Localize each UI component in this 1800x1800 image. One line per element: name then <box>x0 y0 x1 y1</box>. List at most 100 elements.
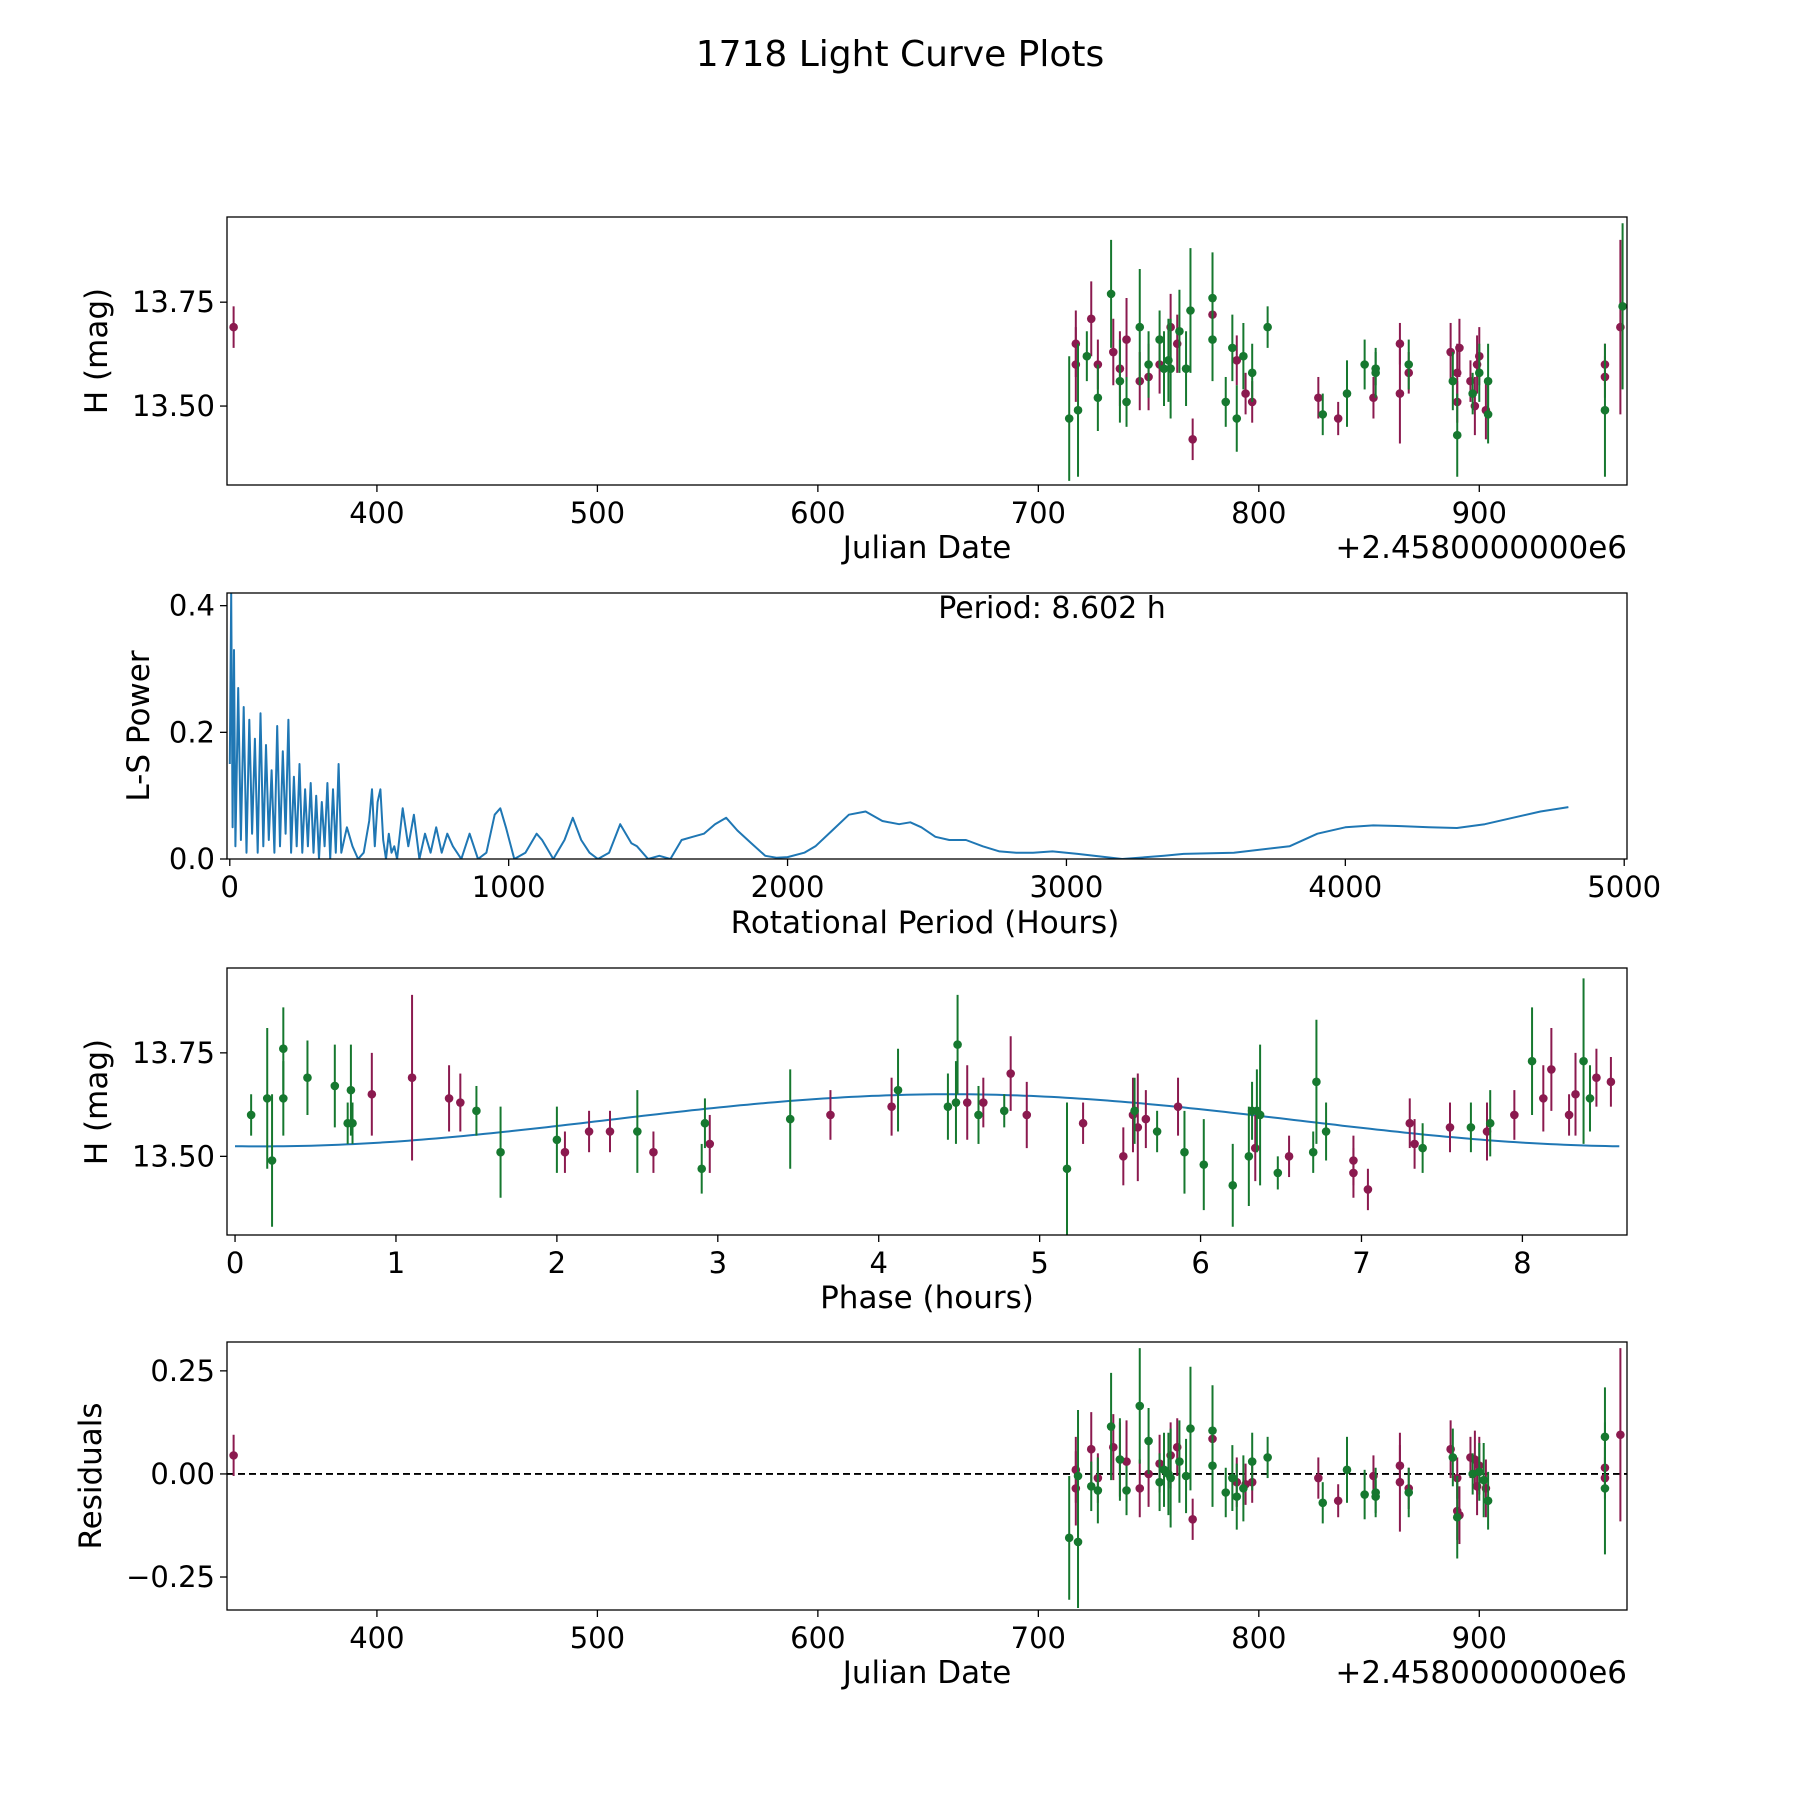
residuals-point <box>1115 1455 1125 1464</box>
raw-light-curve-point <box>1483 410 1493 419</box>
residuals-point <box>1064 1533 1074 1543</box>
raw-light-curve-xtick-label: 800 <box>1231 496 1286 530</box>
residuals-point <box>1208 1461 1217 1470</box>
phased-light-curve-ticks: 0 1 2 3 4 5 6 7 8 13.50 13.75 <box>132 1036 1532 1280</box>
raw-light-curve-ticks: 400 500 600 700 800 900 13.50 13.75 <box>132 285 1507 530</box>
phased-light-curve-point <box>826 1110 835 1120</box>
residuals-point <box>1263 1453 1272 1462</box>
residuals-point <box>1452 1512 1462 1522</box>
periodogram-marks <box>228 593 1569 859</box>
periodogram-xtick-label: 4000 <box>1308 870 1382 904</box>
phased-light-curve-point <box>1466 1123 1476 1132</box>
residuals-point <box>1122 1457 1131 1466</box>
raw-light-curve-point <box>1232 356 1242 365</box>
residuals-point <box>1247 1457 1257 1466</box>
raw-light-curve-point <box>1115 376 1125 386</box>
phased-light-curve-point <box>1062 1164 1072 1174</box>
residuals-point <box>1093 1486 1103 1495</box>
raw-light-curve-xtick-label: 900 <box>1452 496 1507 530</box>
phased-light-curve-xtick-label: 4 <box>869 1246 887 1280</box>
residuals-point <box>1106 1422 1116 1431</box>
phased-light-curve-point <box>1445 1123 1455 1132</box>
phased-light-curve-point <box>1133 1123 1143 1132</box>
residuals-marks <box>227 1348 1627 1608</box>
residuals-point <box>1479 1475 1488 1485</box>
periodogram-xtick-label: 1000 <box>472 870 546 904</box>
raw-light-curve-point <box>1241 389 1250 398</box>
raw-light-curve-point <box>1082 351 1092 361</box>
periodogram-ytick-label: 0.0 <box>169 842 215 876</box>
residuals-point <box>1333 1496 1343 1506</box>
residuals-point <box>1155 1477 1164 1487</box>
periodogram-xtick-label: 2000 <box>751 870 825 904</box>
raw-light-curve-point <box>1452 430 1462 440</box>
phased-light-curve-point <box>444 1094 454 1103</box>
raw-light-curve-xlabel: Julian Date <box>841 530 1012 566</box>
phased-light-curve-point <box>887 1102 896 1111</box>
raw-light-curve-point <box>1468 389 1477 398</box>
residuals-offset-label: +2.4580000000e6 <box>1335 1655 1627 1691</box>
phased-light-curve-point <box>1539 1094 1548 1103</box>
residuals-point <box>1239 1484 1248 1493</box>
phased-light-curve-point <box>943 1102 953 1111</box>
phased-light-curve-point <box>456 1098 465 1107</box>
phased-light-curve-point <box>1564 1110 1574 1120</box>
phased-light-curve-point <box>1199 1160 1209 1169</box>
phased-light-curve-point <box>962 1098 972 1107</box>
phased-light-curve-point <box>1363 1185 1373 1194</box>
phased-light-curve-point <box>974 1110 983 1120</box>
phased-light-curve-frame <box>226 967 1628 1236</box>
periodogram-xtick-label: 0 <box>221 870 239 904</box>
periodogram-frame <box>226 592 1628 860</box>
phased-light-curve-point <box>1585 1094 1595 1103</box>
phased-light-curve-point <box>605 1127 615 1136</box>
raw-light-curve-point <box>1333 414 1343 423</box>
raw-light-curve-point <box>1093 393 1103 403</box>
raw-light-curve-xtick-label: 500 <box>570 496 625 530</box>
phased-light-curve-point <box>279 1094 288 1103</box>
periodogram-ticks: 0 1000 2000 3000 4000 5000 0.0 0.2 0.4 <box>169 589 1661 904</box>
phased-light-curve-point <box>893 1085 903 1095</box>
phased-light-curve-ytick-label: 13.75 <box>132 1036 215 1070</box>
raw-light-curve-ytick-label: 13.50 <box>132 389 215 423</box>
raw-light-curve-ytick-label: 13.75 <box>132 285 215 319</box>
residuals-point <box>1188 1514 1197 1524</box>
residuals-point <box>1616 1430 1625 1440</box>
phased-light-curve-xtick-label: 8 <box>1513 1246 1531 1280</box>
phased-light-curve-point <box>262 1094 272 1103</box>
phased-light-curve-point <box>560 1147 570 1157</box>
raw-light-curve-point <box>1188 434 1197 444</box>
phased-light-curve-point <box>649 1147 658 1157</box>
residuals-xtick-label: 500 <box>570 1621 625 1655</box>
phased-light-curve-point <box>1579 1056 1588 1066</box>
residuals-point <box>1086 1482 1096 1491</box>
residuals-ylabel: Residuals <box>73 1402 109 1549</box>
phased-light-curve-point <box>303 1073 312 1082</box>
phased-light-curve-xtick-label: 1 <box>387 1246 405 1280</box>
raw-light-curve-point <box>1108 347 1118 357</box>
residuals-xtick-label: 400 <box>349 1621 404 1655</box>
phased-light-curve-point <box>1006 1069 1015 1078</box>
raw-light-curve-point <box>1448 376 1458 386</box>
residuals-point <box>1468 1469 1477 1479</box>
residuals-point <box>1186 1424 1195 1433</box>
residuals-point <box>1314 1473 1323 1483</box>
phased-light-curve-point <box>246 1110 256 1120</box>
raw-light-curve-marks <box>229 223 1627 481</box>
phased-light-curve-point <box>279 1044 288 1054</box>
raw-light-curve-point <box>1228 343 1237 353</box>
periodogram-xtick-label: 5000 <box>1587 870 1661 904</box>
residuals-point <box>1135 1484 1145 1493</box>
raw-light-curve-xtick-label: 400 <box>349 496 404 530</box>
periodogram-power-line <box>228 593 1569 859</box>
raw-light-curve-point <box>1122 335 1131 344</box>
raw-light-curve-point <box>1360 360 1369 369</box>
phased-light-curve-point <box>348 1118 357 1128</box>
raw-light-curve-point <box>1166 364 1175 373</box>
residuals-point <box>1073 1471 1083 1481</box>
phased-light-curve-point <box>1321 1127 1331 1136</box>
raw-light-curve-point <box>1122 397 1131 407</box>
phased-light-curve-point <box>700 1118 710 1128</box>
raw-light-curve-point <box>1181 364 1191 373</box>
